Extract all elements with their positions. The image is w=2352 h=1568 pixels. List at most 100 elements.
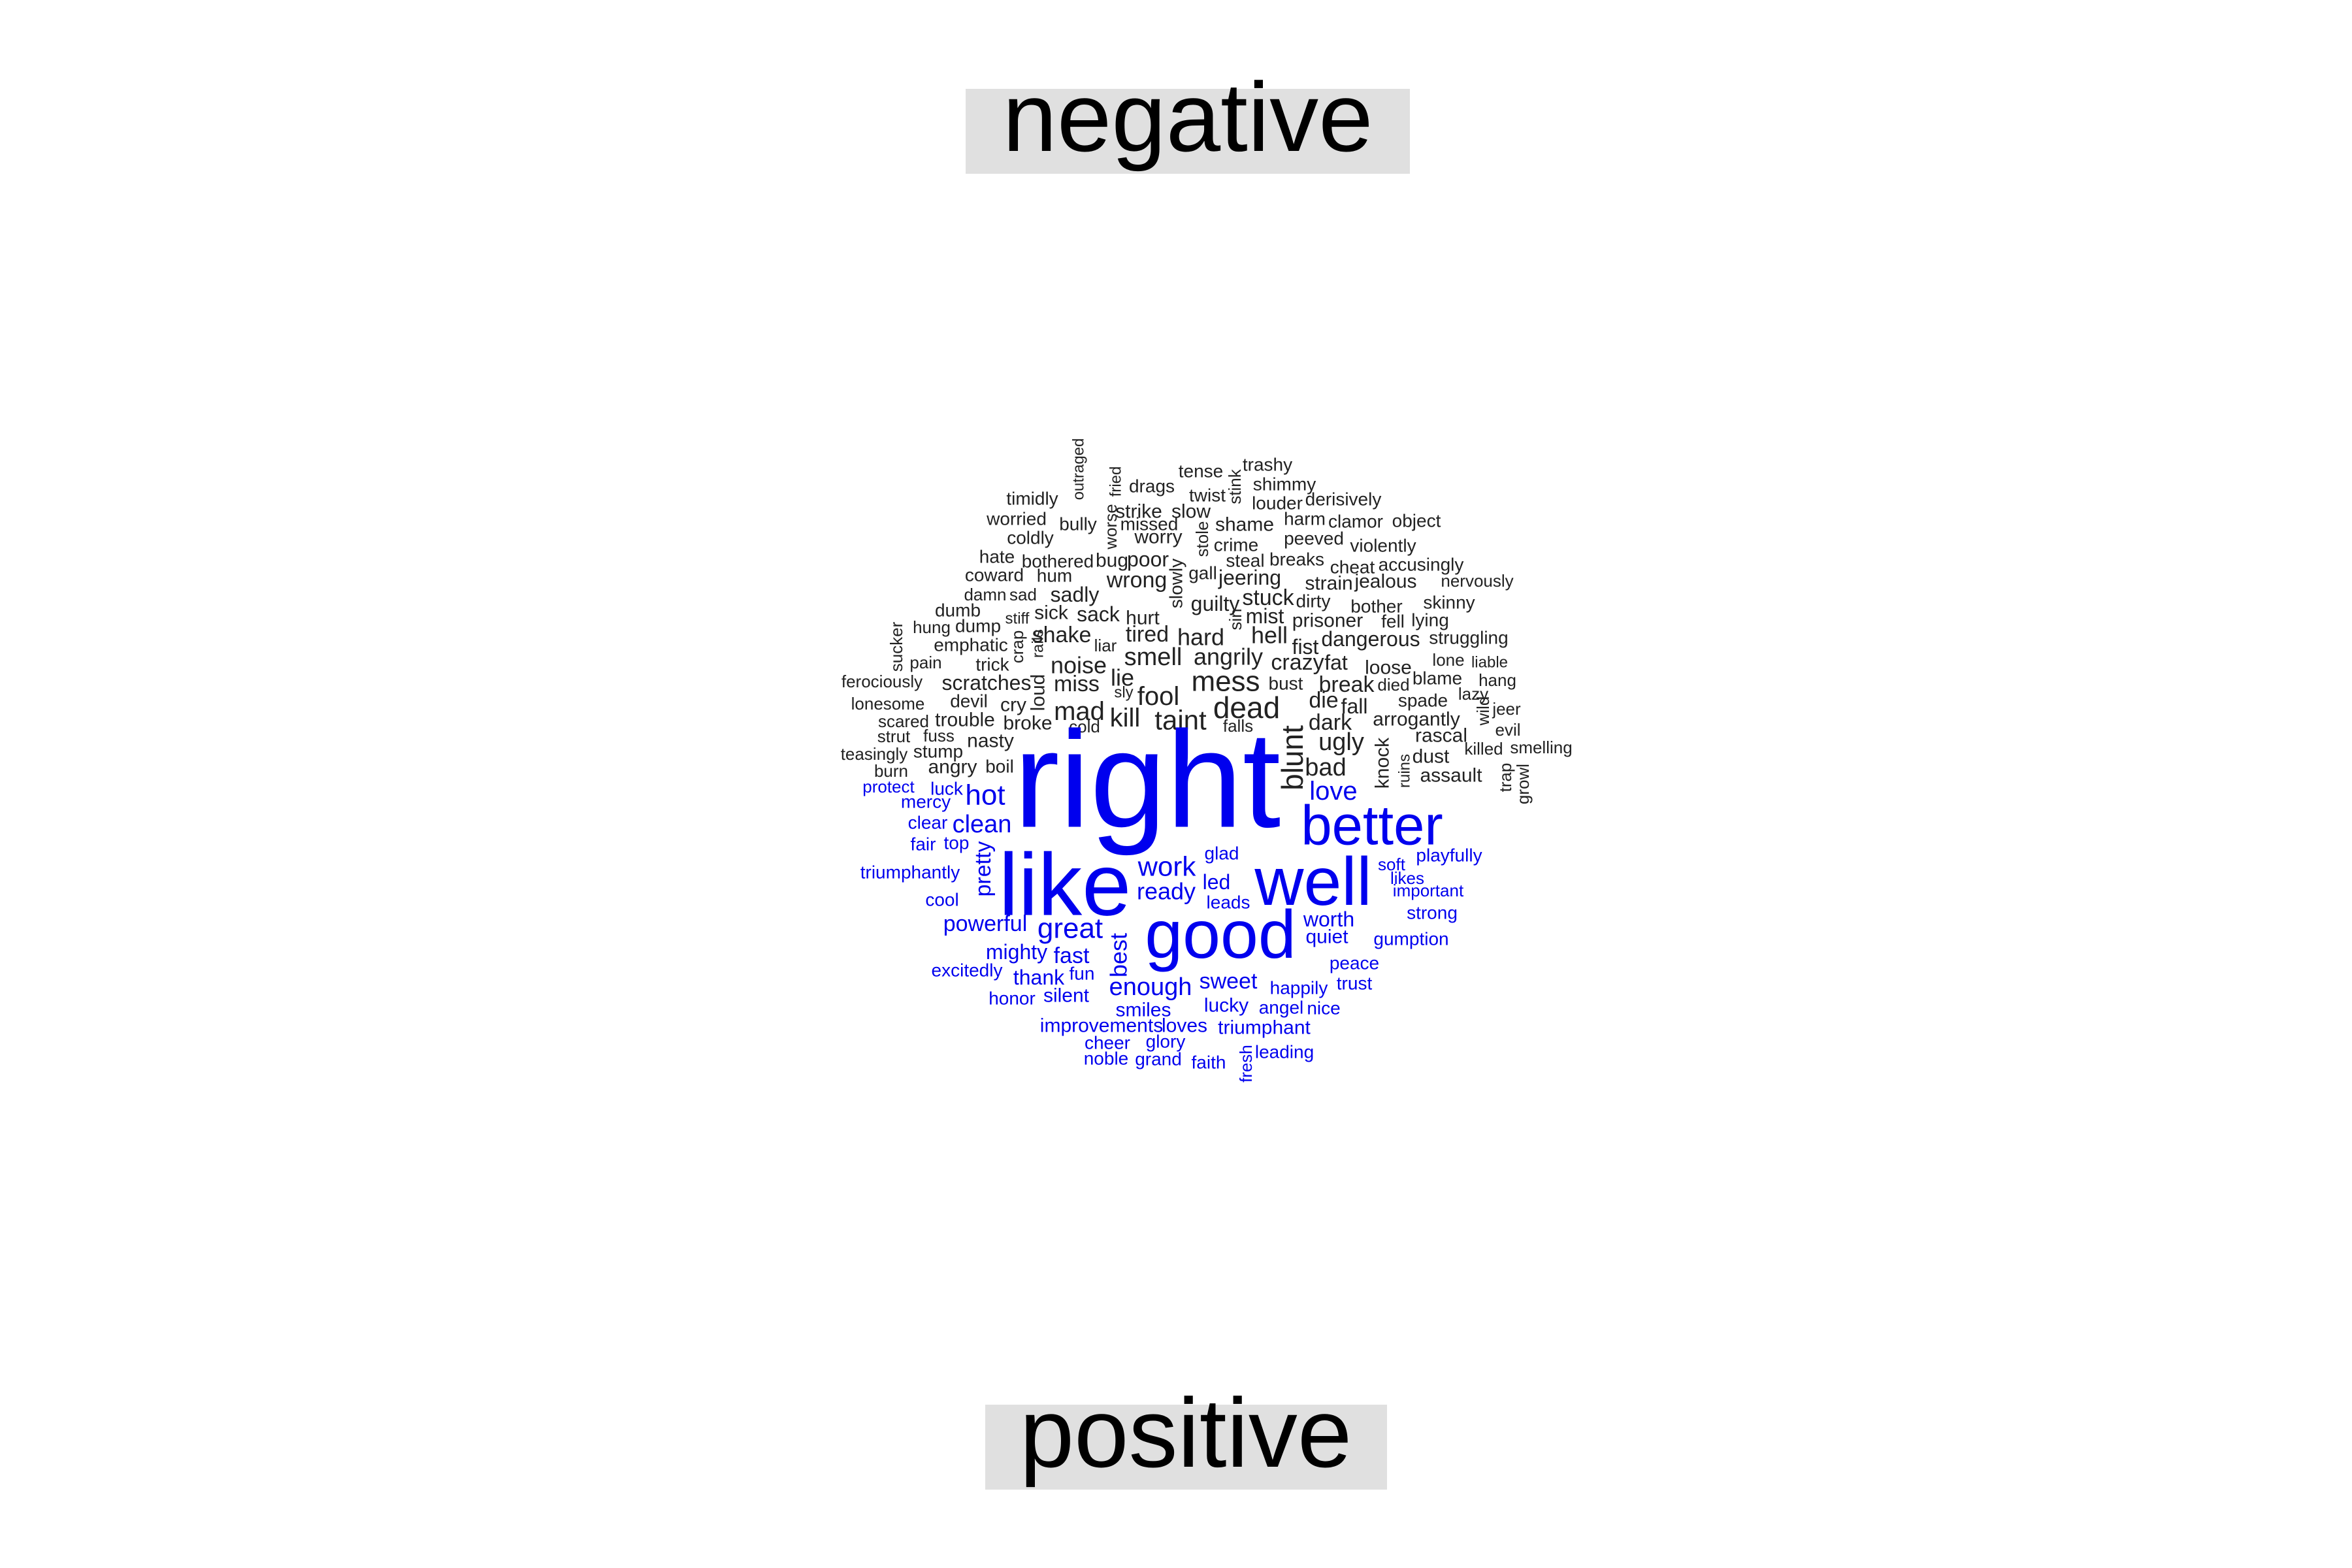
word-pain: pain (909, 653, 941, 672)
word-wrong: wrong (1106, 568, 1168, 593)
word-fresh: fresh (1236, 1045, 1256, 1083)
word-tired: tired (1126, 622, 1169, 647)
word-liable: liable (1471, 654, 1508, 672)
word-lazy: lazy (1458, 684, 1488, 704)
word-likes: likes (1390, 868, 1424, 888)
word-twist: twist (1189, 485, 1226, 506)
word-rails: rails (1030, 629, 1047, 658)
word-mercy: mercy (901, 792, 951, 812)
word-breaks: breaks (1269, 549, 1324, 570)
word-burn: burn (874, 761, 908, 781)
word-mad: mad (1054, 697, 1105, 726)
word-fist: fist (1292, 635, 1319, 659)
word-harm: harm (1284, 509, 1326, 529)
word-worse: worse (1101, 504, 1120, 549)
word-dump: dump (955, 616, 1001, 636)
word-stole: stole (1192, 521, 1212, 557)
word-jeer: jeer (1492, 699, 1521, 719)
label-negative-text: negative (1002, 62, 1373, 172)
word-work: work (1137, 851, 1197, 882)
word-prisoner: prisoner (1292, 610, 1363, 632)
word-smiles: smiles (1115, 1000, 1171, 1021)
word-coward: coward (965, 565, 1024, 585)
word-dead: dead (1213, 691, 1280, 725)
word-better: better (1301, 795, 1443, 857)
word-skinny: skinny (1423, 593, 1475, 613)
word-sly: sly (1114, 684, 1133, 702)
word-worth: worth (1303, 907, 1354, 931)
word-smelling: smelling (1510, 738, 1572, 757)
word-protect: protect (862, 777, 915, 796)
word-nervously: nervously (1441, 571, 1513, 591)
word-noise: noise (1051, 652, 1107, 679)
word-hard: hard (1177, 624, 1224, 651)
word-bug: bug (1096, 550, 1128, 572)
word-right: right (1014, 703, 1281, 857)
word-evil: evil (1495, 720, 1520, 740)
word-good: good (1145, 897, 1296, 973)
word-fat: fat (1324, 651, 1348, 674)
word-loud: loud (1028, 674, 1049, 711)
word-faith: faith (1192, 1053, 1226, 1073)
word-mist: mist (1246, 604, 1284, 628)
word-sadly: sadly (1051, 583, 1100, 606)
word-blunt: blunt (1275, 725, 1309, 791)
word-strong: strong (1407, 903, 1458, 923)
word-derisively: derisively (1305, 489, 1382, 510)
word-bother: bother (1350, 596, 1402, 617)
word-great: great (1037, 913, 1103, 945)
word-coldly: coldly (1007, 528, 1054, 548)
word-excitedly: excitedly (932, 960, 1003, 981)
word-trouble: trouble (935, 710, 995, 731)
word-angrily: angrily (1194, 644, 1263, 670)
word-died: died (1377, 675, 1409, 694)
word-strain: strain (1305, 573, 1352, 595)
word-drags: drags (1129, 476, 1175, 497)
word-dark: dark (1309, 710, 1352, 735)
word-sweet: sweet (1200, 969, 1258, 994)
word-peeved: peeved (1284, 529, 1344, 549)
word-lucky: lucky (1204, 995, 1249, 1017)
word-struggling: struggling (1429, 628, 1508, 648)
word-crazy: crazy (1271, 650, 1324, 675)
word-glad: glad (1205, 843, 1239, 864)
word-accusingly: accusingly (1379, 555, 1464, 575)
word-trashy: trashy (1243, 455, 1292, 475)
label-negative-box (966, 89, 1410, 174)
word-lone: lone (1432, 650, 1464, 670)
word-well: well (1254, 844, 1371, 920)
word-fair: fair (911, 834, 936, 855)
word-fast: fast (1054, 943, 1090, 968)
word-clamor: clamor (1328, 512, 1383, 532)
word-thank: thank (1013, 966, 1065, 989)
word-hum: hum (1037, 566, 1072, 586)
word-growl: growl (1513, 764, 1533, 804)
word-cold: cold (1069, 717, 1100, 736)
word-cheer: cheer (1085, 1033, 1130, 1053)
word-shame: shame (1215, 514, 1274, 536)
word-taint: taint (1154, 705, 1207, 736)
word-fell: fell (1381, 612, 1405, 632)
word-happily: happily (1270, 978, 1328, 998)
word-bust: bust (1269, 674, 1303, 694)
word-cheat: cheat (1330, 557, 1375, 578)
word-soft: soft (1378, 855, 1406, 874)
word-poor: poor (1127, 547, 1169, 571)
word-dirty: dirty (1296, 591, 1331, 612)
label-positive-text: positive (1020, 1378, 1352, 1488)
word-dangerous: dangerous (1321, 627, 1420, 651)
word-knock: knock (1372, 737, 1394, 789)
word-wild: wild (1473, 696, 1493, 727)
word-trick: trick (975, 655, 1009, 675)
word-silent: silent (1043, 985, 1090, 1007)
word-steal: steal (1226, 551, 1264, 571)
word-sucker: sucker (887, 621, 906, 672)
word-lonesome: lonesome (851, 694, 925, 713)
word-strut: strut (877, 727, 911, 746)
word-luck: luck (930, 779, 964, 799)
word-ugly: ugly (1318, 728, 1364, 756)
word-bully: bully (1059, 514, 1097, 534)
word-like: like (999, 836, 1132, 934)
